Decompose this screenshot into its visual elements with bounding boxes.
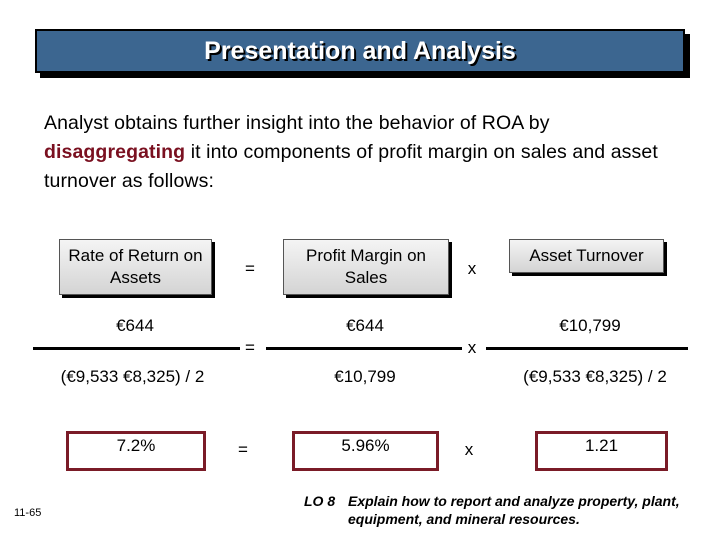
roa-numerator: €644	[116, 316, 154, 335]
result-equals-sign: =	[238, 440, 248, 459]
slide-number: 11-65	[14, 507, 42, 519]
fraction-times-sign: x	[467, 338, 477, 357]
lo-label: LO 8	[304, 493, 336, 509]
title-bar	[35, 29, 685, 73]
learning-objective: LO 8 Explain how to report and analyze p…	[304, 492, 704, 527]
intro-paragraph: Analyst obtains further insight into the…	[44, 109, 694, 196]
header-roa-label: Rate of Return on Assets	[68, 246, 203, 287]
intro-text-after: it into components of profit margin on s…	[44, 141, 658, 192]
header-asset-turnover: Asset Turnover	[509, 239, 664, 273]
roa-fraction-line	[33, 347, 240, 350]
profit-margin-fraction-line	[266, 347, 462, 350]
slide-title: Presentation and Analysis	[204, 37, 516, 65]
profit-margin-numerator: €644	[346, 316, 384, 335]
fraction-equals-sign: =	[245, 338, 255, 357]
asset-turnover-numerator: €10,799	[559, 316, 621, 335]
intro-text-before: Analyst obtains further insight into the…	[44, 112, 550, 134]
profit-margin-result-box: 5.96%	[292, 431, 439, 471]
asset-turnover-result: 1.21	[584, 436, 619, 455]
header-profit-margin-label: Profit Margin on Sales	[306, 246, 426, 287]
header-equals-sign: =	[245, 259, 255, 278]
roa-denominator: (€9,533 €8,325) / 2	[60, 367, 205, 386]
profit-margin-result: 5.96%	[341, 436, 390, 455]
intro-emphasis: disaggregating	[44, 141, 186, 163]
roa-result: 7.2%	[116, 436, 156, 455]
asset-turnover-fraction-line	[486, 347, 688, 350]
header-roa: Rate of Return on Assets	[59, 239, 212, 295]
lo-text: Explain how to report and analyze proper…	[348, 493, 680, 527]
header-times-sign: x	[467, 259, 477, 278]
header-profit-margin: Profit Margin on Sales	[283, 239, 449, 295]
asset-turnover-result-box: 1.21	[535, 431, 668, 471]
header-asset-turnover-label: Asset Turnover	[529, 246, 644, 265]
asset-turnover-denominator: (€9,533 €8,325) / 2	[523, 367, 667, 386]
result-times-sign: x	[464, 440, 474, 459]
roa-result-box: 7.2%	[66, 431, 206, 471]
profit-margin-denominator: €10,799	[334, 367, 396, 386]
